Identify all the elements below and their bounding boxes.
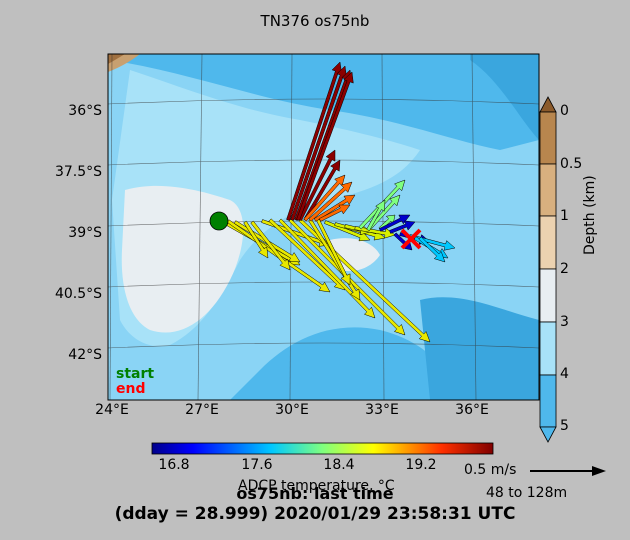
current-vector bbox=[308, 181, 353, 222]
legend-start: start bbox=[116, 366, 155, 382]
current-vector bbox=[389, 220, 416, 234]
start-marker bbox=[209, 211, 229, 231]
current-vector bbox=[303, 174, 346, 222]
plot-title: TN376 os75nb bbox=[260, 12, 370, 30]
current-vector bbox=[378, 214, 396, 231]
current-vector bbox=[316, 218, 351, 286]
lat-label-42s: 42°S bbox=[68, 347, 102, 363]
lat-label-36s: 36°S bbox=[68, 103, 102, 119]
temp-tick: 18.4 bbox=[323, 457, 355, 473]
current-vector bbox=[303, 159, 341, 222]
bathymetry bbox=[108, 54, 539, 400]
current-vector bbox=[278, 218, 376, 319]
depth-colorbar bbox=[539, 96, 557, 443]
current-vector bbox=[250, 220, 291, 271]
temp-tick: 16.8 bbox=[158, 457, 190, 473]
depth-colorbar-label: Depth (km) bbox=[582, 175, 598, 255]
temperature-colorbar bbox=[151, 442, 494, 455]
current-vector bbox=[243, 220, 269, 259]
adcp-vectors bbox=[220, 61, 456, 343]
lon-label-36e: 36°E bbox=[455, 402, 489, 418]
current-vector bbox=[378, 214, 411, 232]
current-vector bbox=[313, 194, 356, 222]
depth-tick: 2 bbox=[560, 261, 569, 277]
temp-tick: 17.6 bbox=[241, 457, 273, 473]
reference-range-label: 48 to 128m bbox=[486, 485, 568, 501]
lat-label-37-5s: 37.5°S bbox=[54, 164, 102, 180]
current-vector bbox=[318, 204, 351, 222]
lon-label-27e: 27°E bbox=[185, 402, 219, 418]
footer-line-2: (dday = 28.999) 2020/01/29 23:58:31 UTC bbox=[114, 504, 516, 524]
legend-end: end bbox=[116, 381, 146, 397]
depth-tick: 1 bbox=[560, 208, 569, 224]
reference-speed-label: 0.5 m/s bbox=[464, 462, 517, 478]
lat-label-39s: 39°S bbox=[68, 225, 102, 241]
reference-arrow bbox=[530, 466, 606, 476]
current-vector bbox=[296, 71, 354, 221]
temp-colorbar-label: ADCP temperature, °C bbox=[238, 478, 395, 494]
lon-label-30e: 30°E bbox=[275, 402, 309, 418]
depth-tick: 5 bbox=[560, 418, 569, 434]
footer-line-1: os75nb: last time bbox=[236, 484, 394, 503]
current-vector bbox=[418, 236, 446, 263]
lon-label-33e: 33°E bbox=[365, 402, 399, 418]
temp-tick: 19.2 bbox=[405, 457, 437, 473]
current-vector bbox=[366, 199, 386, 232]
depth-tick: 4 bbox=[560, 366, 569, 382]
depth-tick: 0 bbox=[560, 103, 569, 119]
lon-label-24e: 24°E bbox=[95, 402, 129, 418]
depth-tick: 0.5 bbox=[560, 156, 583, 172]
lat-label-40-5s: 40.5°S bbox=[54, 286, 102, 302]
depth-tick: 3 bbox=[560, 314, 569, 330]
end-marker bbox=[400, 228, 422, 250]
